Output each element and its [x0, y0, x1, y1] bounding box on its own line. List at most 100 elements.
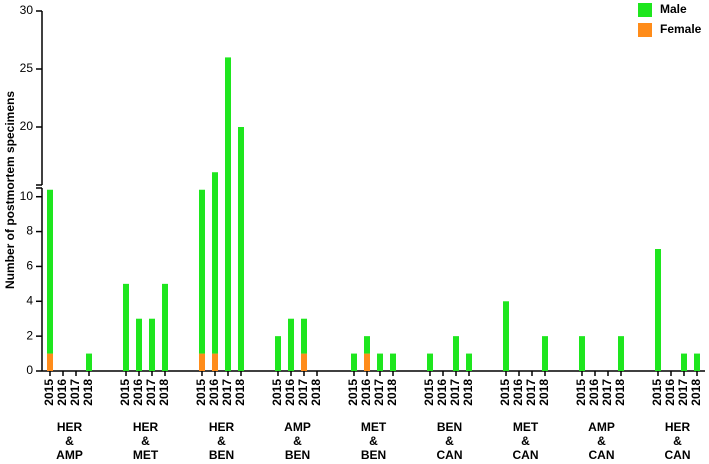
- bar-segment: [199, 189, 205, 354]
- group-label: BEN: [437, 420, 462, 434]
- x-tick-label: 2017: [448, 379, 462, 406]
- bar-segment: [466, 353, 472, 371]
- x-tick-label: 2018: [689, 379, 703, 406]
- x-tick-label: 2018: [233, 379, 247, 406]
- x-tick-label: 2017: [68, 379, 82, 406]
- legend-label: Female: [660, 22, 702, 36]
- legend-label: Male: [660, 2, 687, 16]
- group-label: BEN: [285, 448, 310, 462]
- group-label: &: [65, 434, 74, 448]
- bar-segment: [427, 353, 433, 371]
- bar-segment: [694, 353, 700, 371]
- x-tick-label: 2016: [207, 379, 221, 406]
- bar-segment: [225, 57, 231, 372]
- y-axis-label: Number of postmortem specimens: [3, 91, 17, 289]
- group-label: &: [521, 434, 530, 448]
- x-tick-label: 2016: [131, 379, 145, 406]
- bar-segment: [123, 283, 129, 371]
- y-tick-label: 10: [20, 189, 34, 203]
- x-tick-label: 2018: [81, 379, 95, 406]
- x-tick-label: 2015: [194, 379, 208, 406]
- x-tick-label: 2018: [157, 379, 171, 406]
- group-label: MET: [133, 448, 159, 462]
- group-label: MET: [361, 420, 387, 434]
- x-tick-label: 2016: [587, 379, 601, 406]
- x-tick-label: 2018: [537, 379, 551, 406]
- x-tick-label: 2016: [511, 379, 525, 406]
- bar-segment: [364, 353, 370, 371]
- x-tick-label: 2018: [461, 379, 475, 406]
- y-tick-label: 0: [26, 363, 33, 377]
- group-label: AMP: [56, 448, 83, 462]
- group-label: CAN: [513, 448, 539, 462]
- x-tick-label: 2015: [42, 379, 56, 406]
- group-label: MET: [513, 420, 539, 434]
- group-label: &: [369, 434, 378, 448]
- legend-swatch: [638, 23, 652, 37]
- x-tick-label: 2016: [663, 379, 677, 406]
- group-label: HER: [133, 420, 159, 434]
- x-tick-label: 2017: [296, 379, 310, 406]
- bar-segment: [288, 318, 294, 371]
- bar-segment: [149, 318, 155, 371]
- bar-segment: [86, 353, 92, 371]
- x-tick-label: 2018: [613, 379, 627, 406]
- legend-swatch: [638, 3, 652, 17]
- bar-segment: [301, 318, 307, 354]
- bar-segment: [238, 127, 244, 371]
- group-label: CAN: [665, 448, 691, 462]
- x-tick-label: 2015: [422, 379, 436, 406]
- x-tick-label: 2015: [574, 379, 588, 406]
- bar-segment: [136, 318, 142, 371]
- x-tick-label: 2017: [372, 379, 386, 406]
- x-tick-label: 2016: [283, 379, 297, 406]
- x-tick-label: 2015: [346, 379, 360, 406]
- x-tick-label: 2015: [118, 379, 132, 406]
- x-tick-label: 2015: [270, 379, 284, 406]
- bar-segment: [618, 336, 624, 371]
- bar-segment: [542, 336, 548, 371]
- y-tick-label: 20: [20, 119, 34, 133]
- bar-segment: [301, 353, 307, 371]
- x-tick-label: 2018: [385, 379, 399, 406]
- x-tick-label: 2016: [55, 379, 69, 406]
- y-tick-label: 2: [26, 328, 33, 342]
- group-label: HER: [57, 420, 83, 434]
- x-tick-label: 2015: [650, 379, 664, 406]
- bar-segment: [212, 172, 218, 354]
- group-label: &: [597, 434, 606, 448]
- bar-segment: [655, 249, 661, 371]
- bar-segment: [275, 336, 281, 371]
- bar-segment: [364, 336, 370, 354]
- y-tick-label: 30: [20, 3, 34, 17]
- group-label: CAN: [589, 448, 615, 462]
- bar-segment: [199, 353, 205, 371]
- bar-segment: [579, 336, 585, 371]
- group-label: HER: [665, 420, 691, 434]
- x-tick-label: 2016: [435, 379, 449, 406]
- group-label: HER: [209, 420, 235, 434]
- x-tick-label: 2017: [524, 379, 538, 406]
- y-tick-label: 25: [20, 61, 34, 75]
- group-label: AMP: [588, 420, 615, 434]
- x-tick-label: 2017: [600, 379, 614, 406]
- group-label: BEN: [361, 448, 386, 462]
- y-tick-label: 4: [26, 293, 33, 307]
- x-tick-label: 2017: [220, 379, 234, 406]
- bar-segment: [162, 283, 168, 371]
- group-label: &: [141, 434, 150, 448]
- group-label: BEN: [209, 448, 234, 462]
- bar-segment: [351, 353, 357, 371]
- group-label: &: [445, 434, 454, 448]
- bar-segment: [212, 353, 218, 371]
- bar-segment: [47, 353, 53, 371]
- x-tick-label: 2018: [309, 379, 323, 406]
- group-label: &: [673, 434, 682, 448]
- bar-segment: [681, 353, 687, 371]
- group-label: AMP: [284, 420, 311, 434]
- bar-segment: [390, 353, 396, 371]
- x-tick-label: 2016: [359, 379, 373, 406]
- group-label: &: [217, 434, 226, 448]
- x-tick-label: 2015: [498, 379, 512, 406]
